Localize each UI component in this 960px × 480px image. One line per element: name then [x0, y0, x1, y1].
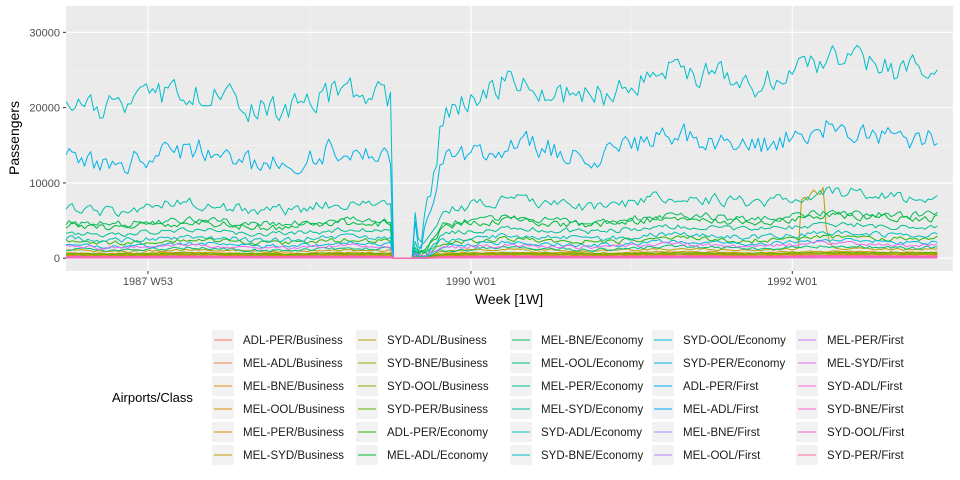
legend-item: SYD-BNE/First: [796, 399, 904, 419]
x-axis-title: Week [1W]: [475, 291, 543, 307]
legend-label: SYD-BNE/Economy: [541, 450, 644, 462]
x-tick-label: 1990 W01: [446, 276, 496, 288]
series-line: [65, 250, 938, 259]
legend-label: SYD-OOL/First: [827, 427, 905, 439]
legend-item: MEL-BNE/Economy: [510, 330, 644, 350]
legend-label: SYD-PER/Business: [387, 404, 488, 416]
series-line: [65, 222, 938, 259]
legend-title: Airports/Class: [112, 390, 193, 405]
legend-item: ADL-PER/Business: [212, 330, 343, 350]
legend-item: MEL-PER/First: [796, 330, 904, 350]
legend-label: SYD-BNE/First: [827, 404, 904, 416]
legend-item: MEL-OOL/First: [652, 445, 761, 465]
series-line: [65, 254, 938, 259]
legend-label: MEL-PER/First: [827, 335, 904, 347]
legend-item: MEL-OOL/Economy: [510, 353, 644, 373]
legend-label: MEL-PER/Economy: [541, 381, 644, 393]
series-line: [65, 240, 938, 259]
legend-item: MEL-ADL/Business: [212, 353, 343, 373]
legend-item: MEL-SYD/First: [796, 353, 904, 373]
legend-item: MEL-OOL/Business: [212, 399, 345, 419]
legend-label: MEL-OOL/First: [683, 450, 761, 462]
legend-label: MEL-SYD/Business: [243, 450, 344, 462]
series-line: [65, 237, 938, 259]
legend-item: SYD-ADL/Business: [356, 330, 487, 350]
legend-item: ADL-PER/Economy: [356, 422, 488, 442]
series-lines: [65, 44, 938, 259]
legend-label: MEL-OOL/Economy: [541, 358, 644, 370]
legend-label: MEL-BNE/First: [683, 427, 760, 439]
legend-item: MEL-PER/Business: [212, 422, 344, 442]
legend-label: MEL-OOL/Business: [243, 404, 345, 416]
legend-item: MEL-ADL/First: [652, 399, 759, 419]
legend-item: MEL-SYD/Business: [212, 445, 344, 465]
legend-label: SYD-PER/Economy: [683, 358, 786, 370]
legend-item: MEL-BNE/Business: [212, 376, 344, 396]
legend-item: SYD-OOL/First: [796, 422, 905, 442]
legend-label: MEL-PER/Business: [243, 427, 344, 439]
series-line: [65, 44, 938, 259]
legend: ADL-PER/Business MEL-ADL/Business MEL-BNE/…: [212, 330, 905, 465]
legend-label: SYD-ADL/Economy: [541, 427, 642, 439]
legend-item: SYD-BNE/Economy: [510, 445, 644, 465]
legend-label: SYD-PER/First: [827, 450, 904, 462]
legend-item: SYD-OOL/Economy: [652, 330, 786, 350]
legend-label: SYD-ADL/First: [827, 381, 903, 393]
y-axis-title: Passengers: [6, 101, 22, 175]
y-tick-label: 20000: [29, 103, 60, 115]
legend-label: SYD-ADL/Business: [387, 335, 487, 347]
panel-background: [66, 6, 953, 271]
series-line: [65, 120, 938, 259]
legend-item: MEL-ADL/Economy: [356, 445, 488, 465]
legend-item: SYD-PER/Economy: [652, 353, 786, 373]
legend-label: MEL-SYD/Economy: [541, 404, 644, 416]
legend-label: MEL-ADL/Business: [243, 358, 343, 370]
legend-label: MEL-ADL/First: [683, 404, 759, 416]
series-line: [65, 251, 938, 259]
series-line: [65, 229, 938, 259]
legend-label: MEL-BNE/Business: [243, 381, 344, 393]
x-tick-label: 1987 W53: [123, 276, 173, 288]
legend-item: SYD-BNE/Business: [356, 353, 488, 373]
legend-label: MEL-BNE/Economy: [541, 335, 644, 347]
legend-item: ADL-PER/First: [652, 376, 759, 396]
legend-label: ADL-PER/Economy: [387, 427, 488, 439]
legend-label: ADL-PER/Business: [243, 335, 343, 347]
legend-item: MEL-BNE/First: [652, 422, 760, 442]
legend-item: SYD-PER/Business: [356, 399, 488, 419]
legend-item: SYD-OOL/Business: [356, 376, 489, 396]
legend-label: SYD-BNE/Business: [387, 358, 488, 370]
legend-item: MEL-PER/Economy: [510, 376, 644, 396]
series-line: [65, 186, 938, 259]
x-axis: 1987 W53 1990 W01 1992 W01: [123, 271, 817, 288]
series-line: [65, 234, 938, 259]
legend-label: MEL-SYD/First: [827, 358, 904, 370]
legend-label: MEL-ADL/Economy: [387, 450, 488, 462]
y-axis: 0 10000 20000 30000: [29, 27, 66, 265]
series-line: [65, 186, 938, 259]
legend-item: MEL-SYD/Economy: [510, 399, 644, 419]
x-tick-label: 1992 W01: [767, 276, 817, 288]
legend-label: SYD-OOL/Economy: [683, 335, 786, 347]
y-tick-label: 0: [54, 253, 60, 265]
legend-item: SYD-PER/First: [796, 445, 904, 465]
legend-label: SYD-OOL/Business: [387, 381, 489, 393]
legend-item: SYD-ADL/Economy: [510, 422, 642, 442]
legend-label: ADL-PER/First: [683, 381, 759, 393]
y-tick-label: 30000: [29, 27, 60, 39]
series-line: [65, 211, 938, 259]
series-line: [65, 209, 938, 259]
legend-item: SYD-ADL/First: [796, 376, 903, 396]
y-tick-label: 10000: [29, 178, 60, 190]
